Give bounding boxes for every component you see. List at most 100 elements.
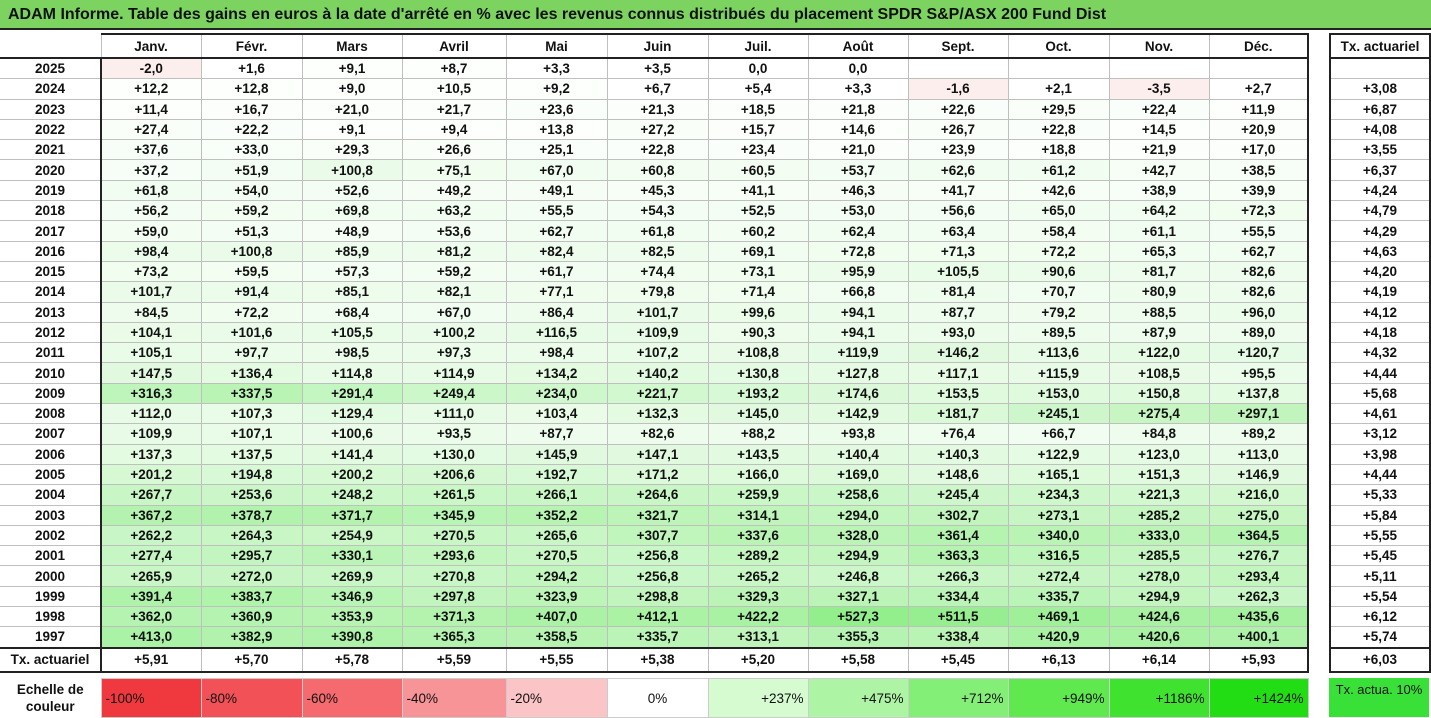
- gain-cell: +362,0: [100, 606, 202, 628]
- gain-cell: +346,9: [301, 585, 403, 608]
- table-row: 2005 +201,2 +194,8 +200,2 +206,6 +192,7 +171,2…: [0, 463, 1309, 486]
- gain-cell: +289,2: [707, 545, 809, 567]
- gain-cell: +113,0: [1208, 443, 1309, 465]
- year-label: 2015: [0, 260, 102, 283]
- gain-cell: +53,7: [807, 159, 909, 181]
- gain-cell: +81,7: [1108, 260, 1210, 283]
- gain-cell: +367,2: [100, 504, 202, 526]
- gain-cell: +269,9: [301, 565, 403, 587]
- year-label: 2001: [0, 545, 102, 567]
- gain-cell: +89,5: [1007, 321, 1110, 344]
- gain-cell: +137,3: [100, 443, 202, 465]
- gain-cell: +130,0: [401, 443, 507, 465]
- gain-cell: +153,5: [907, 382, 1009, 405]
- gain-cell: +275,4: [1108, 403, 1210, 425]
- gain-cell: +85,9: [301, 240, 403, 262]
- gain-cell: +3,3: [505, 57, 608, 80]
- gain-cell: +100,6: [301, 423, 403, 445]
- gain-cell: -2,0: [100, 57, 202, 80]
- gain-cell: +113,6: [1007, 342, 1110, 364]
- gains-table: Janv. Févr. Mars Avril Mai Juin Juil. Août Sept.…: [0, 33, 1309, 673]
- footer-rate-cell: +5,58: [807, 646, 909, 673]
- gain-cell: +109,9: [606, 321, 709, 344]
- gain-cell: +18,5: [707, 98, 809, 120]
- gain-cell: +108,8: [707, 342, 809, 364]
- gain-cell: +316,5: [1007, 545, 1110, 567]
- gain-cell: +146,9: [1208, 463, 1309, 486]
- gain-cell: +17,0: [1208, 139, 1309, 161]
- gain-cell: +103,4: [505, 403, 608, 425]
- gain-cell: +74,4: [606, 260, 709, 283]
- actuarial-rate-cell: +6,37: [1329, 159, 1431, 181]
- gain-cell: +107,1: [200, 423, 303, 445]
- gain-cell: +49,2: [401, 179, 507, 202]
- gain-cell: +194,8: [200, 463, 303, 486]
- gain-cell: +46,3: [807, 179, 909, 202]
- gain-cell: +38,5: [1208, 159, 1309, 181]
- table-row: 1998 +362,0 +360,9 +353,9 +371,3 +407,0 +412,1…: [0, 606, 1309, 628]
- gain-cell: +382,9: [200, 626, 303, 649]
- table-row: 2004 +267,7 +253,6 +248,2 +261,5 +266,1 +264,6…: [0, 484, 1309, 506]
- gain-cell: +56,2: [100, 200, 202, 222]
- year-label: 2016: [0, 240, 102, 262]
- gain-cell: +82,6: [606, 423, 709, 445]
- gain-cell: +42,6: [1007, 179, 1110, 202]
- year-label: 2022: [0, 118, 102, 141]
- gain-cell: +340,0: [1007, 524, 1110, 547]
- gain-cell: +278,0: [1108, 565, 1210, 587]
- gain-cell: +59,0: [100, 220, 202, 242]
- gain-cell: +39,9: [1208, 179, 1309, 202]
- year-label: 2018: [0, 200, 102, 222]
- gain-cell: +101,6: [200, 321, 303, 344]
- gain-cell: +142,9: [807, 403, 909, 425]
- gain-cell: +412,1: [606, 606, 709, 628]
- gain-cell: +511,5: [907, 606, 1009, 628]
- gain-cell: +97,3: [401, 342, 507, 364]
- gain-cell: +104,1: [100, 321, 202, 344]
- gain-cell: +127,8: [807, 362, 909, 384]
- gain-cell: +62,7: [505, 220, 608, 242]
- gain-cell: +99,6: [707, 301, 809, 323]
- year-label: 2003: [0, 504, 102, 526]
- table-row: 2017 +59,0 +51,3 +48,9 +53,6 +62,7 +61,8 +60,2 +…: [0, 220, 1309, 242]
- year-label: 1999: [0, 585, 102, 608]
- actuarial-rate-cell: +4,24: [1329, 179, 1431, 202]
- gain-cell: +60,5: [707, 159, 809, 181]
- gain-cell: +84,5: [100, 301, 202, 323]
- table-row: 2024 +12,2 +12,8 +9,0 +10,5 +9,2 +6,7 +5,4 +3,3-…: [0, 78, 1309, 100]
- table-row: 2020 +37,2 +51,9 +100,8 +75,1 +67,0 +60,8 +60,5…: [0, 159, 1309, 181]
- actuarial-rate-cell: +5,84: [1329, 504, 1431, 526]
- month-header: Févr.: [200, 33, 303, 59]
- month-header: Août: [807, 33, 909, 59]
- gain-cell: +59,2: [401, 260, 507, 283]
- gain-cell: +18,8: [1007, 139, 1110, 161]
- gain-cell: +112,0: [100, 403, 202, 425]
- gain-cell: +265,9: [100, 565, 202, 587]
- gain-cell: +413,0: [100, 626, 202, 649]
- gain-cell: +72,2: [1007, 240, 1110, 262]
- table-row: 2015 +73,2 +59,5 +57,3 +59,2 +61,7 +74,4 +73,1 +…: [0, 260, 1309, 283]
- gain-cell: +134,2: [505, 362, 608, 384]
- year-label: 2010: [0, 362, 102, 384]
- gain-cell: +87,7: [907, 301, 1009, 323]
- page-title: ADAM Informe. Table des gains en euros à…: [0, 0, 1431, 30]
- month-header: Juin: [606, 33, 709, 59]
- gain-cell: +119,9: [807, 342, 909, 364]
- actuarial-rate-cell: +4,29: [1329, 220, 1431, 242]
- gain-cell: +11,4: [100, 98, 202, 120]
- gain-cell: +270,8: [401, 565, 507, 587]
- table-row: 2013 +84,5 +72,2 +68,4 +67,0 +86,4 +101,7 +99,6…: [0, 301, 1309, 323]
- gain-cell: +294,9: [807, 545, 909, 567]
- footer-rate-cell: +5,20: [707, 646, 809, 673]
- footer-rate-cell: +5,93: [1208, 646, 1309, 673]
- overall-actuarial-rate: +6,03: [1329, 646, 1431, 673]
- gain-cell: +15,7: [707, 118, 809, 141]
- gain-cell: +140,3: [907, 443, 1009, 465]
- gain-cell: +13,8: [505, 118, 608, 141]
- gain-cell: +383,7: [200, 585, 303, 608]
- gain-cell: +98,5: [301, 342, 403, 364]
- gain-cell: +72,3: [1208, 200, 1309, 222]
- gain-cell: +88,5: [1108, 301, 1210, 323]
- gain-cell: +314,1: [707, 504, 809, 526]
- gain-cell: +20,9: [1208, 118, 1309, 141]
